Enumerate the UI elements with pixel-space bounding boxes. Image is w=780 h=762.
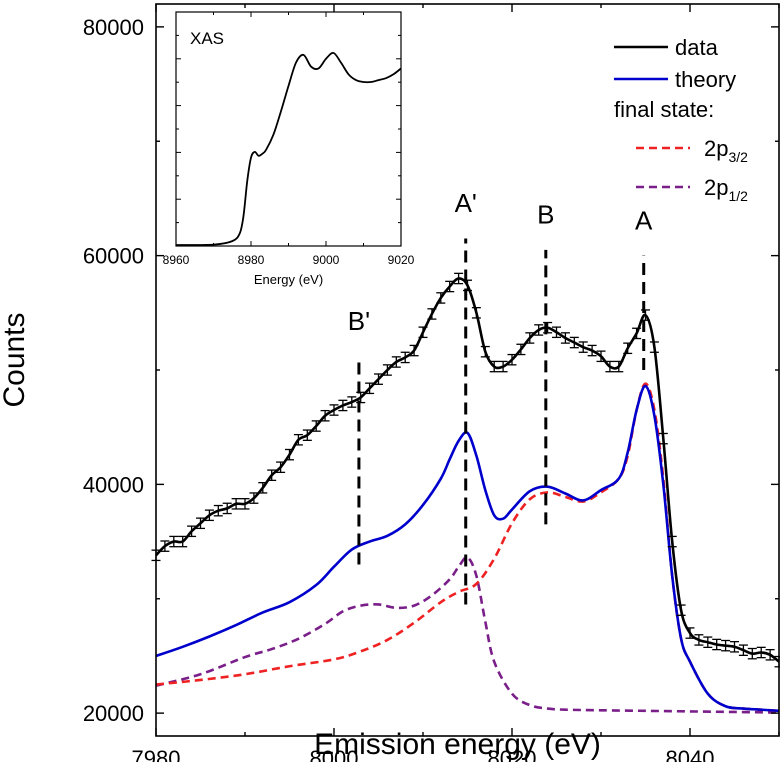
main-plot: B' A' B A 7980 8000 8020 8040 20000 40000 60000 800… [0, 3, 780, 762]
y-tick-label: 60000 [83, 244, 144, 269]
inset-x-axis-label: Energy (eV) [254, 272, 323, 287]
legend-header: final state: [614, 97, 714, 122]
inset-x-tick-label: 9020 [388, 253, 415, 267]
legend-p32-base: 2p [704, 136, 728, 161]
x-tick-label: 8000 [310, 746, 359, 762]
legend-label-theory: theory [675, 67, 736, 92]
legend-p12-base: 2p [704, 175, 728, 200]
p32-series [155, 382, 780, 713]
legend-p12-sub: 1/2 [728, 188, 748, 204]
y-tick-label: 40000 [83, 472, 144, 497]
inset-x-tick-label: 8960 [163, 253, 190, 267]
peak-label: A' [455, 188, 477, 218]
peak-label: A [635, 205, 653, 235]
inset-title: XAS [190, 29, 224, 48]
x-tick-label: 8040 [666, 746, 715, 762]
xas-inset: 8960 8980 9000 9020 Energy (eV) XAS [163, 11, 415, 287]
xas-series [175, 51, 402, 246]
legend-label-p12: 2p1/2 [704, 175, 748, 204]
legend-p32-sub: 3/2 [728, 149, 748, 165]
y-axis-label: Counts [0, 312, 31, 407]
inset-x-tick-label: 8980 [238, 253, 265, 267]
y-tick-label: 80000 [83, 15, 144, 40]
peak-label: B [537, 200, 554, 230]
x-tick-label: 7980 [132, 746, 181, 762]
inset-x-tick-label: 9000 [313, 253, 340, 267]
y-tick-label: 20000 [83, 701, 144, 726]
p12-series [155, 556, 780, 714]
x-tick-label: 8020 [488, 746, 537, 762]
legend-label-p32: 2p3/2 [704, 136, 748, 165]
theory-series [155, 384, 780, 713]
error-bars [151, 272, 780, 668]
x-axis-label: Emission energy (eV) [314, 728, 601, 761]
legend-label-data: data [675, 35, 719, 60]
peak-label: B' [348, 306, 370, 336]
